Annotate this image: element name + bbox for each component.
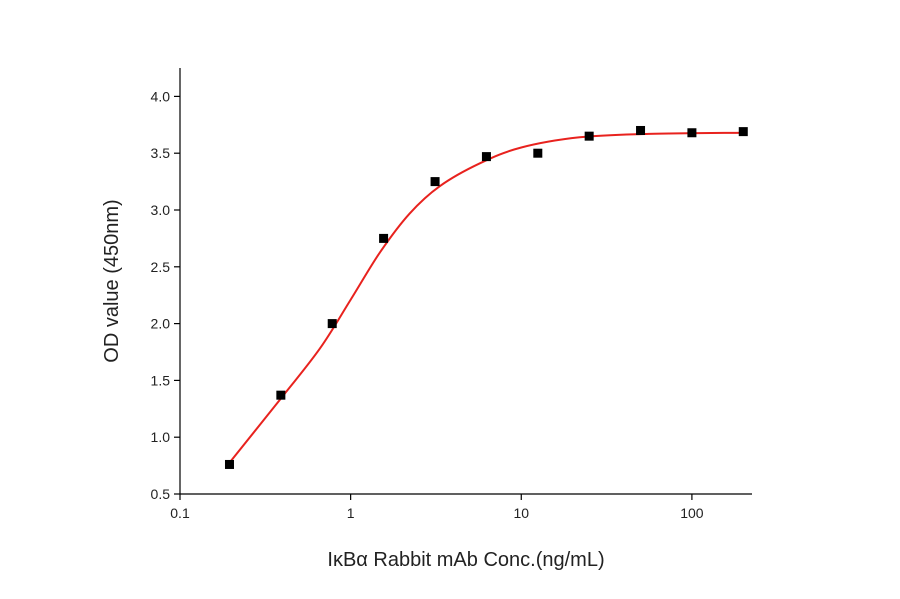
data-point xyxy=(276,390,286,400)
fit-curve xyxy=(229,131,744,463)
data-point xyxy=(481,152,491,162)
y-tick-label: 1.0 xyxy=(151,429,171,445)
data-point xyxy=(738,127,748,137)
data-point xyxy=(636,125,646,135)
data-point xyxy=(430,177,440,187)
data-point xyxy=(379,233,389,243)
y-tick-label: 4.0 xyxy=(151,88,171,104)
x-tick-label: 0.1 xyxy=(170,505,190,521)
x-axis-title: IκBα Rabbit mAb Conc.(ng/mL) xyxy=(327,549,604,571)
y-tick-label: 3.0 xyxy=(151,202,171,218)
y-axis-title: OD value (450nm) xyxy=(101,199,123,362)
x-tick-label: 10 xyxy=(513,505,529,521)
data-point xyxy=(584,131,594,141)
data-point xyxy=(533,148,543,158)
data-point xyxy=(327,319,337,329)
data-point xyxy=(687,128,697,138)
x-tick-label: 1 xyxy=(347,505,355,521)
x-tick-label: 100 xyxy=(680,505,704,521)
y-tick-label: 2.0 xyxy=(151,316,171,332)
y-tick-label: 1.5 xyxy=(151,372,171,388)
y-tick-label: 0.5 xyxy=(151,486,171,502)
data-point xyxy=(224,459,234,469)
y-tick-label: 2.5 xyxy=(151,259,171,275)
y-tick-label: 3.5 xyxy=(151,145,171,161)
